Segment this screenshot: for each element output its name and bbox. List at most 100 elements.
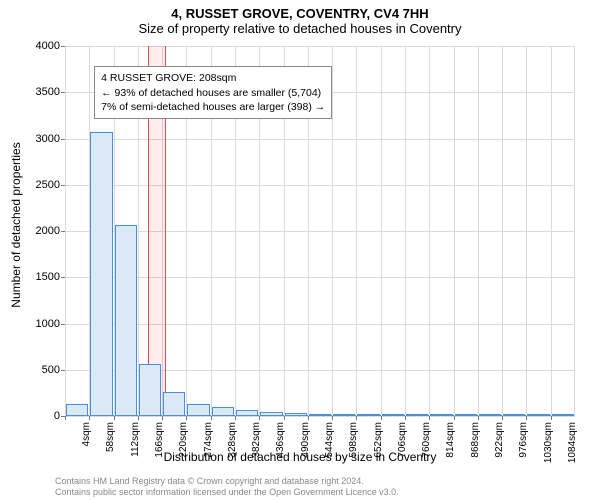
histogram-bar [66,404,88,416]
x-tick-mark [502,416,503,420]
x-tick-mark [478,416,479,420]
x-tick-mark [405,416,406,420]
x-tick-label: 976sqm [518,422,529,458]
gridline-v [332,46,333,416]
chart-area: 4 RUSSET GROVE: 208sqm← 93% of detached … [65,46,575,416]
y-tick-label: 4000 [0,40,60,52]
histogram-bar [503,414,525,416]
x-tick-label: 490sqm [300,422,311,458]
x-tick-mark [284,416,285,420]
histogram-bar [479,414,501,416]
x-tick-label: 58sqm [105,422,116,452]
info-line1: 4 RUSSET GROVE: 208sqm [101,71,325,85]
x-tick-label: 544sqm [324,422,335,458]
x-tick-mark [235,416,236,420]
y-tick-label: 1500 [0,271,60,283]
x-tick-mark [308,416,309,420]
footer: Contains HM Land Registry data © Crown c… [55,476,592,499]
histogram-bar [357,414,379,416]
x-tick-label: 166sqm [154,422,165,458]
histogram-bar [333,414,355,416]
plot-region: 4 RUSSET GROVE: 208sqm← 93% of detached … [65,46,575,416]
x-tick-mark [259,416,260,420]
gridline-v [429,46,430,416]
gridline-h [65,416,575,417]
x-tick-label: 814sqm [445,422,456,458]
histogram-bar [527,414,549,416]
y-tick-label: 2500 [0,179,60,191]
gridline-h [65,185,575,186]
y-tick-label: 1000 [0,318,60,330]
gridline-v [551,46,552,416]
gridline-v [405,46,406,416]
x-tick-label: 652sqm [373,422,384,458]
info-box: 4 RUSSET GROVE: 208sqm← 93% of detached … [94,66,332,119]
x-tick-label: 1084sqm [567,422,578,463]
page-title: 4, RUSSET GROVE, COVENTRY, CV4 7HH [0,0,600,21]
histogram-bar [115,225,137,416]
histogram-bar [406,414,428,416]
x-tick-label: 220sqm [178,422,189,458]
info-line3: 7% of semi-detached houses are larger (3… [101,100,325,114]
x-tick-label: 382sqm [251,422,262,458]
x-tick-mark [356,416,357,420]
gridline-v [502,46,503,416]
x-tick-label: 760sqm [421,422,432,458]
x-tick-label: 922sqm [494,422,505,458]
histogram-bar [139,364,161,416]
gridline-v [454,46,455,416]
page-subtitle: Size of property relative to detached ho… [0,21,600,40]
histogram-bar [430,414,452,416]
x-tick-mark [138,416,139,420]
histogram-bar [163,392,185,416]
x-tick-label: 598sqm [348,422,359,458]
info-line2: ← 93% of detached houses are smaller (5,… [101,86,325,100]
histogram-bar [187,404,209,416]
x-tick-mark [162,416,163,420]
x-tick-mark [114,416,115,420]
y-tick-label: 3000 [0,133,60,145]
x-tick-label: 1030sqm [543,422,554,463]
gridline-h [65,324,575,325]
y-tick-label: 2000 [0,225,60,237]
x-tick-label: 274sqm [203,422,214,458]
histogram-bar [236,410,258,416]
x-tick-mark [429,416,430,420]
gridline-v [356,46,357,416]
gridline-v [574,46,575,416]
x-tick-label: 868sqm [470,422,481,458]
x-tick-mark [211,416,212,420]
gridline-h [65,46,575,47]
histogram-bar [212,407,234,416]
histogram-bar [455,414,477,416]
x-tick-mark [89,416,90,420]
y-tick-label: 0 [0,410,60,422]
footer-line1: Contains HM Land Registry data © Crown c… [55,476,592,487]
histogram-bar [260,412,282,416]
x-tick-label: 112sqm [130,422,141,457]
histogram-bar [382,414,404,416]
chart-container: 4, RUSSET GROVE, COVENTRY, CV4 7HH Size … [0,0,600,500]
gridline-v [478,46,479,416]
histogram-bar [285,413,307,416]
y-tick-label: 500 [0,364,60,376]
gridline-v [526,46,527,416]
histogram-bar [552,414,574,416]
footer-line2: Contains public sector information licen… [55,487,592,498]
x-tick-label: 328sqm [227,422,238,458]
gridline-h [65,231,575,232]
x-tick-mark [551,416,552,420]
histogram-bar [309,414,331,416]
y-tick-label: 3500 [0,86,60,98]
gridline-v [381,46,382,416]
x-tick-mark [65,416,66,420]
x-tick-mark [526,416,527,420]
gridline-h [65,277,575,278]
x-tick-mark [186,416,187,420]
x-tick-mark [454,416,455,420]
x-tick-mark [332,416,333,420]
x-tick-mark [381,416,382,420]
x-tick-label: 4sqm [81,422,92,446]
x-tick-label: 706sqm [397,422,408,458]
histogram-bar [90,132,112,416]
